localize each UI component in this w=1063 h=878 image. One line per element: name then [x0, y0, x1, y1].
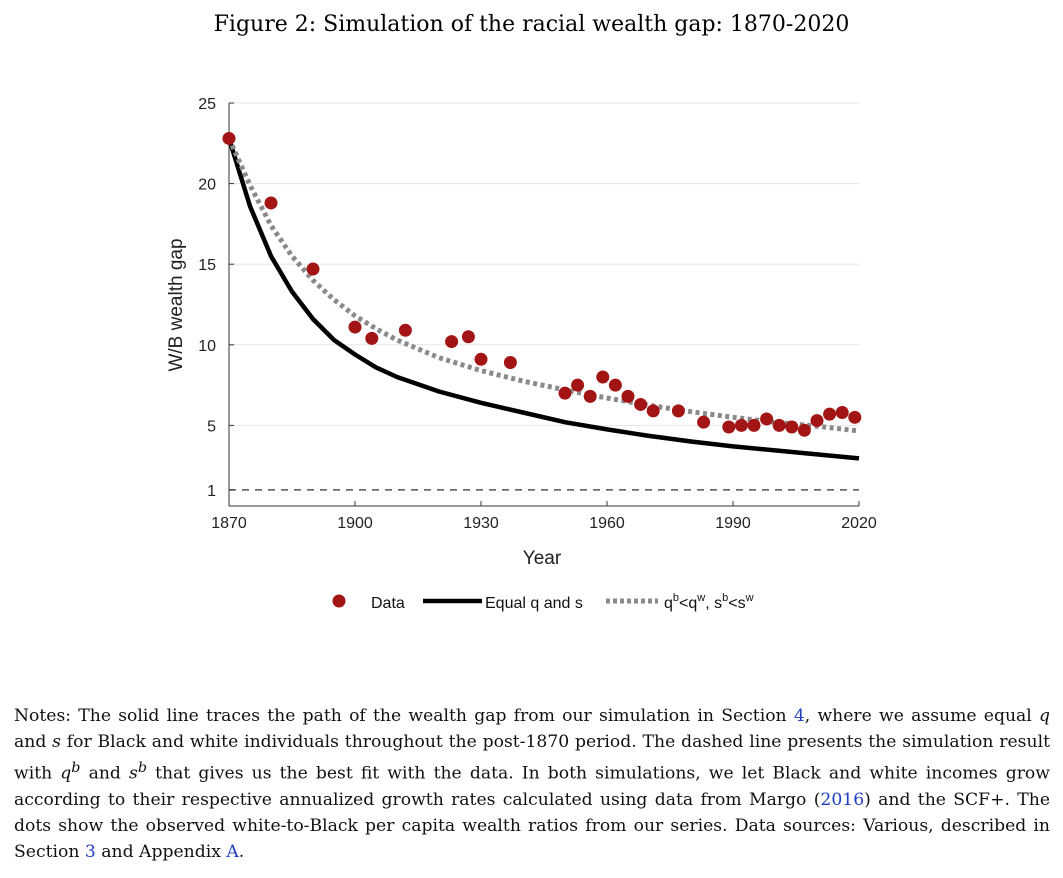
series [222, 131, 862, 461]
y-tick-label-5: 5 [207, 418, 216, 435]
data-point-1937 [503, 356, 517, 370]
data-point-1971 [646, 404, 660, 418]
data-point-1930 [474, 352, 488, 366]
data-point-1880 [264, 196, 278, 210]
data-point-1904 [365, 331, 379, 345]
data-point-2004 [785, 420, 799, 434]
y-tick-label-15: 15 [198, 257, 216, 274]
data-point-1965 [621, 389, 635, 403]
x-tick-label-1990: 1990 [715, 515, 751, 532]
legend-data-label: Data [371, 595, 405, 612]
data-point-1983 [697, 415, 711, 429]
data-point-1989 [722, 420, 736, 434]
data-point-2001 [772, 418, 786, 432]
x-tick-label-1960: 1960 [589, 515, 625, 532]
data-point-1890 [306, 262, 320, 276]
x-tick-label-1870: 1870 [211, 515, 247, 532]
y-tick-label-25: 25 [198, 96, 216, 113]
data-point-1968 [634, 397, 648, 411]
data-point-1900 [348, 320, 362, 334]
y-tick-label-1: 1 [207, 483, 216, 500]
x-tick-label-2020: 2020 [841, 515, 877, 532]
data-point-1956 [583, 389, 597, 403]
figure-notes: Notes: The solid line traces the path of… [14, 706, 1050, 862]
grid-lines [229, 102, 859, 491]
data-point-2016 [835, 406, 849, 420]
section-4-link[interactable]: 4 [793, 706, 805, 726]
data-point-1953 [571, 378, 585, 392]
legend-unequal-label: qb<qw, sb<sw [664, 592, 754, 612]
y-tick-label-20: 20 [198, 177, 216, 194]
figure-caption: Figure 2: Simulation of the racial wealt… [213, 12, 850, 37]
data-point-1950 [558, 386, 572, 400]
legend-equal-label: Equal q and s [485, 595, 583, 612]
data-point-1870 [222, 131, 236, 145]
data-point-1995 [747, 418, 761, 432]
data-point-2010 [810, 414, 824, 428]
data-point-2007 [797, 423, 811, 437]
y-tick-label-10: 10 [198, 338, 216, 355]
legend-data-marker [332, 594, 346, 608]
series-line-unequal [226, 137, 860, 434]
data-point-1912 [398, 323, 412, 337]
data-point-2019 [848, 410, 862, 424]
appendix-a-link[interactable]: A [226, 841, 239, 862]
data-point-1927 [461, 330, 475, 344]
y-axis-title: W/B wealth gap [166, 238, 187, 371]
legend: Data Equal q and s qb<qw, sb<sw [332, 592, 754, 612]
data-point-1977 [671, 404, 685, 418]
x-axis-title: Year [523, 548, 562, 569]
data-point-1962 [608, 378, 622, 392]
data-point-1959 [596, 370, 610, 384]
x-tick-label-1900: 1900 [337, 515, 373, 532]
data-point-1923 [445, 335, 459, 349]
axes [228, 102, 860, 507]
data-point-1998 [760, 412, 774, 426]
data-point-2013 [823, 407, 837, 421]
x-tick-label-1930: 1930 [463, 515, 499, 532]
margo-2016-citation-link[interactable]: 2016 [820, 789, 865, 810]
section-3-link[interactable]: 3 [84, 841, 96, 862]
series-line-equal [226, 137, 860, 461]
data-point-1992 [734, 418, 748, 432]
